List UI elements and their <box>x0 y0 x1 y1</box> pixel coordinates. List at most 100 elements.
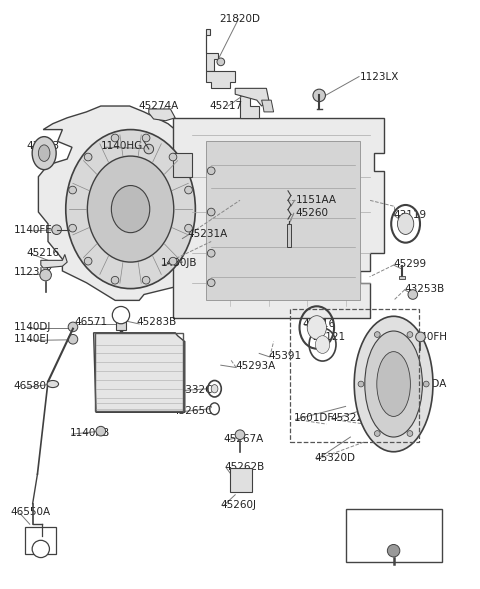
Polygon shape <box>173 153 192 177</box>
Circle shape <box>313 89 325 102</box>
Text: 1140FH: 1140FH <box>408 332 448 342</box>
Ellipse shape <box>397 213 414 234</box>
Text: 45217: 45217 <box>209 101 242 111</box>
Circle shape <box>387 544 400 557</box>
Text: 45231A: 45231A <box>187 230 228 239</box>
Circle shape <box>207 208 215 216</box>
Text: 46550A: 46550A <box>11 508 51 517</box>
Text: 45299: 45299 <box>394 259 427 269</box>
Bar <box>95 333 183 411</box>
Circle shape <box>112 306 130 324</box>
Circle shape <box>40 269 51 281</box>
Ellipse shape <box>47 380 59 388</box>
Circle shape <box>407 332 413 337</box>
Text: 21820D: 21820D <box>219 14 261 24</box>
Ellipse shape <box>66 130 195 289</box>
Circle shape <box>407 431 413 436</box>
Circle shape <box>52 225 61 234</box>
Circle shape <box>207 167 215 175</box>
Text: 43113: 43113 <box>26 141 60 151</box>
Circle shape <box>68 322 78 332</box>
Text: 1601DF: 1601DF <box>294 413 334 423</box>
Circle shape <box>217 58 225 66</box>
Polygon shape <box>235 88 269 106</box>
Text: 1123LX: 1123LX <box>13 267 53 277</box>
Text: K979AD: K979AD <box>378 529 420 538</box>
Bar <box>116 319 126 330</box>
Text: A: A <box>118 310 124 320</box>
Circle shape <box>32 540 49 558</box>
Text: 45240: 45240 <box>129 368 162 377</box>
Polygon shape <box>149 109 175 121</box>
Text: 1140DJ: 1140DJ <box>13 322 51 332</box>
Polygon shape <box>38 106 211 300</box>
Circle shape <box>185 224 192 232</box>
Circle shape <box>416 332 425 342</box>
Polygon shape <box>206 71 235 88</box>
Bar <box>399 276 405 279</box>
Ellipse shape <box>377 352 410 416</box>
Ellipse shape <box>111 186 150 233</box>
Circle shape <box>142 134 150 142</box>
Text: 22121: 22121 <box>312 332 345 342</box>
Circle shape <box>235 430 245 439</box>
Circle shape <box>84 153 92 161</box>
Ellipse shape <box>87 156 174 262</box>
Ellipse shape <box>365 331 422 437</box>
Circle shape <box>69 224 76 232</box>
Text: 1140KB: 1140KB <box>70 428 110 438</box>
Circle shape <box>68 335 78 344</box>
Text: 1151AA: 1151AA <box>296 196 336 205</box>
Bar <box>25 527 56 554</box>
Circle shape <box>423 381 429 387</box>
Text: 1140FE: 1140FE <box>13 225 52 234</box>
Ellipse shape <box>307 316 326 339</box>
Circle shape <box>69 186 76 194</box>
Polygon shape <box>94 333 185 412</box>
Text: 1430JB: 1430JB <box>161 259 197 268</box>
Ellipse shape <box>38 145 50 161</box>
Circle shape <box>169 153 177 161</box>
Circle shape <box>142 276 150 284</box>
Circle shape <box>358 381 364 387</box>
Polygon shape <box>173 118 384 318</box>
Text: 45516: 45516 <box>302 319 336 329</box>
Text: 45260: 45260 <box>296 209 329 218</box>
Polygon shape <box>206 29 218 71</box>
Bar <box>290 309 419 442</box>
Circle shape <box>185 186 192 194</box>
Text: K979AD: K979AD <box>378 529 420 538</box>
Text: 1140HG: 1140HG <box>101 141 143 151</box>
Circle shape <box>169 257 177 265</box>
Text: 45322: 45322 <box>330 413 363 423</box>
Circle shape <box>207 249 215 257</box>
Polygon shape <box>262 100 274 112</box>
Bar <box>230 468 252 492</box>
Text: 45332C: 45332C <box>173 385 213 395</box>
Text: 46571: 46571 <box>74 317 108 327</box>
Text: 1123LX: 1123LX <box>360 72 399 81</box>
Bar <box>206 141 360 300</box>
Ellipse shape <box>315 336 330 353</box>
Text: 45265C: 45265C <box>173 406 213 416</box>
Text: 45262B: 45262B <box>224 462 264 472</box>
Bar <box>287 224 291 247</box>
Text: 45216: 45216 <box>26 249 60 258</box>
Circle shape <box>96 426 106 436</box>
Ellipse shape <box>211 385 218 393</box>
Text: 45274A: 45274A <box>138 101 179 111</box>
Text: 45293A: 45293A <box>235 362 276 371</box>
Circle shape <box>374 332 380 337</box>
Text: 43253B: 43253B <box>405 284 445 293</box>
Text: 43119: 43119 <box>394 210 427 220</box>
Polygon shape <box>240 94 259 118</box>
Ellipse shape <box>32 137 56 170</box>
Circle shape <box>144 144 154 154</box>
Text: 46580: 46580 <box>13 381 47 391</box>
Text: 45260J: 45260J <box>221 500 257 509</box>
Ellipse shape <box>354 316 433 452</box>
Text: 45283B: 45283B <box>137 317 177 327</box>
Circle shape <box>111 134 119 142</box>
Circle shape <box>84 257 92 265</box>
Text: 45391: 45391 <box>269 351 302 360</box>
